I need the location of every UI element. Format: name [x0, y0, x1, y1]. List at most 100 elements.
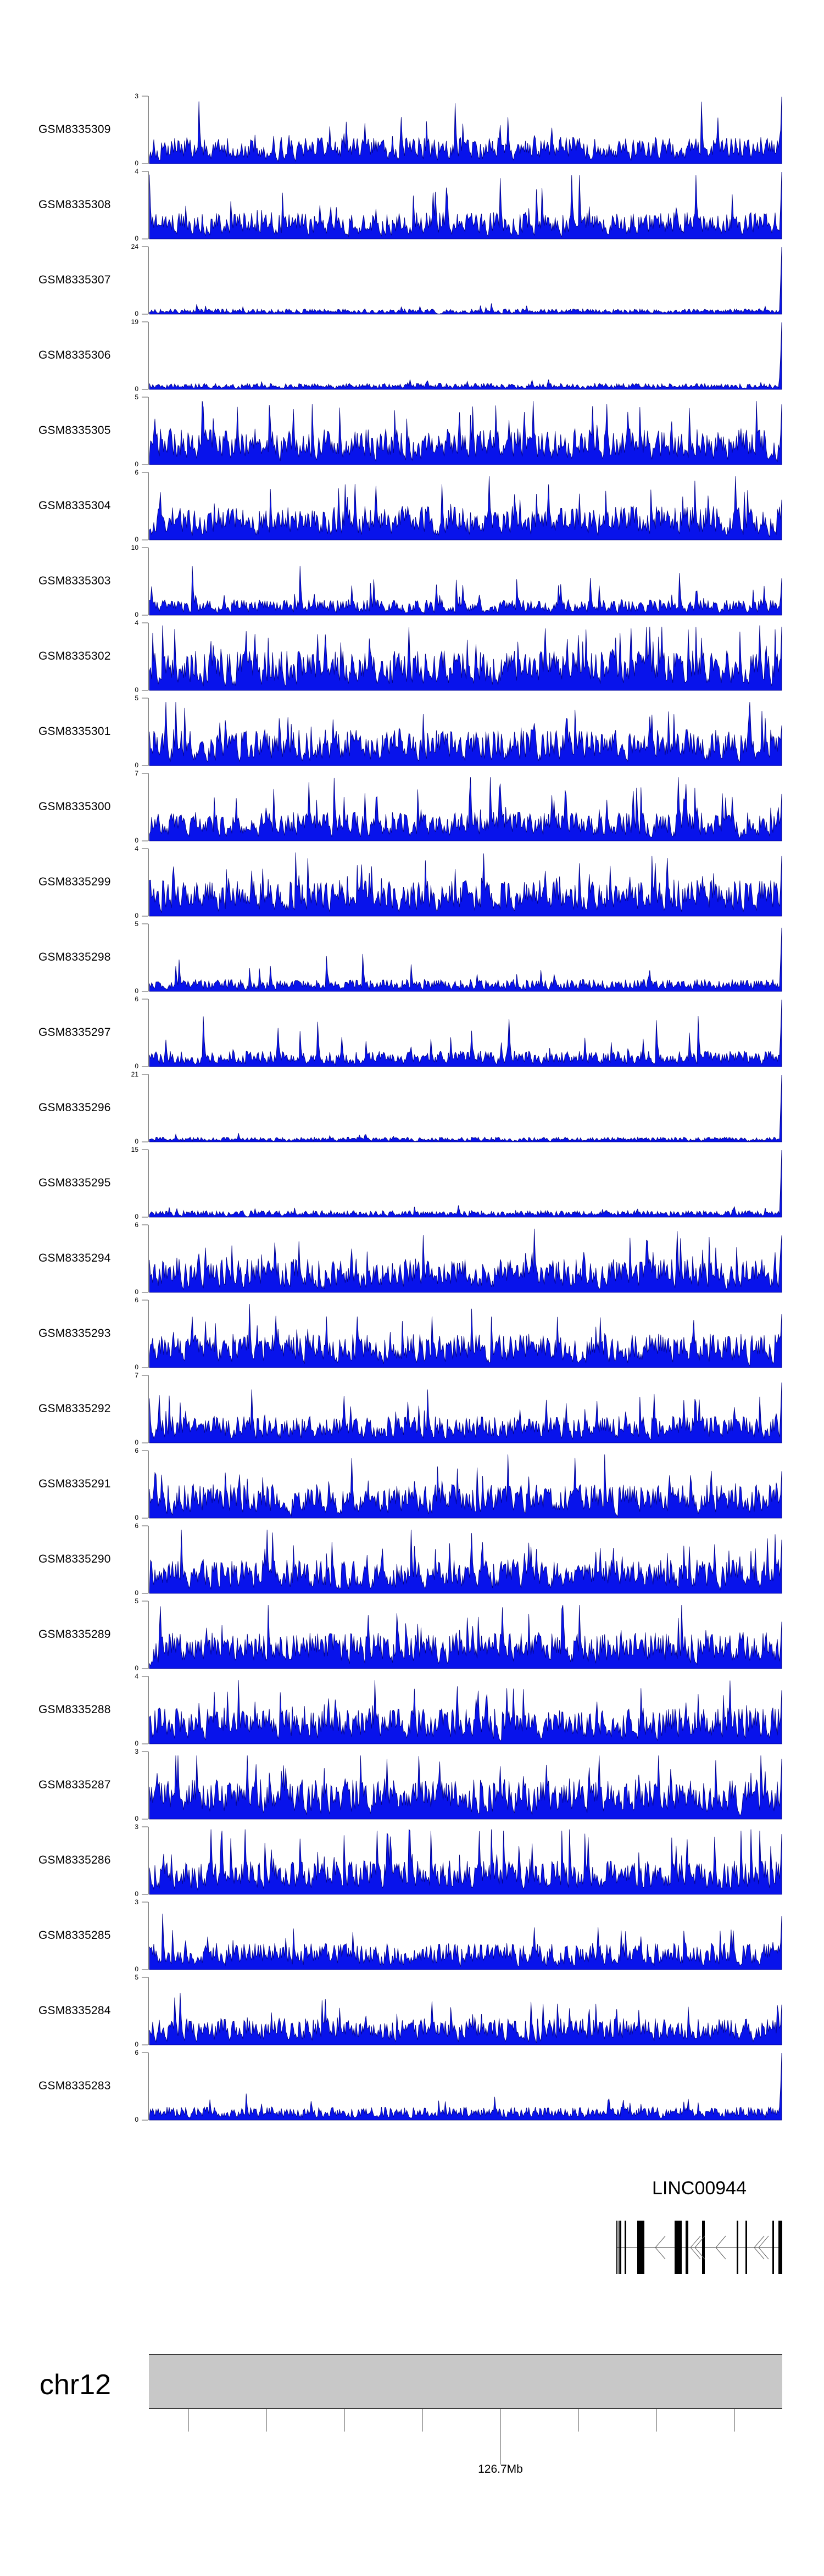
y-axis-max-label: 3 [135, 1748, 138, 1755]
y-axis-max-label: 5 [135, 393, 138, 401]
signal-area [149, 777, 782, 841]
strand-direction-arrow [715, 2235, 726, 2260]
y-axis-zero-label: 0 [135, 1739, 138, 1747]
signal-area [149, 1382, 782, 1443]
y-axis-zero-label: 0 [135, 1288, 138, 1296]
track-label: GSM8335303 [38, 575, 111, 587]
y-axis-max-label: 3 [135, 92, 138, 100]
y-axis-max-label: 5 [135, 1597, 138, 1605]
strand-direction-arrow [690, 2235, 701, 2260]
y-axis-zero-label: 0 [135, 1438, 138, 1446]
gene-exon-bar [616, 2221, 617, 2274]
y-axis-zero-label: 0 [135, 536, 138, 543]
y-axis-zero-label: 0 [135, 837, 138, 844]
signal-area [149, 1993, 782, 2045]
y-axis-max-label: 6 [135, 1296, 138, 1304]
y-axis-zero-label: 0 [135, 1965, 138, 1973]
gene-exon-bar [778, 2221, 782, 2274]
y-axis-max-label: 7 [135, 1371, 138, 1379]
chromosome-ideogram-bar [149, 2354, 782, 2409]
strand-direction-arrow [655, 2235, 666, 2260]
y-axis-max-label: 6 [135, 995, 138, 1003]
y-axis-zero-label: 0 [135, 460, 138, 468]
signal-area [149, 322, 782, 390]
y-axis-max-label: 6 [135, 469, 138, 476]
gene-exon-bar [702, 2221, 705, 2274]
track-label: GSM8335283 [38, 2079, 111, 2092]
gene-name-label: LINC00944 [652, 2178, 747, 2199]
track-label: GSM8335298 [38, 951, 111, 963]
track-signal-plot [142, 1375, 782, 1443]
track-signal-plot [142, 171, 782, 239]
y-axis-max-label: 5 [135, 920, 138, 928]
gene-exon-bar [625, 2221, 626, 2274]
track-label: GSM8335289 [38, 1628, 111, 1641]
signal-area [149, 476, 782, 540]
track-signal-plot [142, 246, 782, 315]
y-axis-zero-label: 0 [135, 310, 138, 317]
signal-area [149, 1530, 782, 1594]
gene-model [616, 2221, 782, 2274]
track-signal-plot [142, 2052, 782, 2121]
track-label: GSM8335307 [38, 274, 111, 286]
track-signal-plot [142, 1224, 782, 1293]
gene-exon-bar [686, 2221, 688, 2274]
track-signal-plot [142, 1902, 782, 1970]
y-axis-zero-label: 0 [135, 1062, 138, 1070]
signal-area [149, 1914, 782, 1970]
signal-area [149, 1304, 782, 1368]
y-axis-zero-label: 0 [135, 1514, 138, 1521]
y-axis-zero-label: 0 [135, 159, 138, 167]
track-signal-plot [142, 622, 782, 691]
y-axis-zero-label: 0 [135, 1664, 138, 1672]
track-signal-plot [142, 923, 782, 992]
gene-exon-bar [745, 2221, 747, 2274]
y-axis-max-label: 10 [131, 544, 138, 551]
y-axis-max-label: 19 [131, 318, 138, 326]
track-label: GSM8335287 [38, 1778, 111, 1791]
track-signal-plot [142, 1525, 782, 1594]
track-label: GSM8335305 [38, 424, 111, 437]
track-label: GSM8335292 [38, 1402, 111, 1415]
track-signal-plot [142, 397, 782, 465]
track-label: GSM8335294 [38, 1252, 111, 1264]
track-signal-plot [142, 1300, 782, 1368]
track-signal-plot [142, 96, 782, 164]
track-signal-plot [142, 698, 782, 766]
track-signal-plot [142, 472, 782, 540]
y-axis-zero-label: 0 [135, 987, 138, 995]
y-axis-max-label: 6 [135, 1447, 138, 1454]
track-signal-plot [142, 1676, 782, 1744]
track-signal-plot [142, 848, 782, 917]
signal-area [149, 1150, 782, 1218]
signal-area [149, 247, 782, 315]
track-label: GSM8335308 [38, 198, 111, 211]
gene-exon-bar [620, 2221, 621, 2274]
gene-exon-bar [619, 2221, 620, 2274]
y-axis-max-label: 15 [131, 1146, 138, 1153]
y-axis-max-label: 3 [135, 1898, 138, 1906]
y-axis-zero-label: 0 [135, 235, 138, 242]
track-label: GSM8335300 [38, 800, 111, 813]
signal-area [149, 96, 782, 164]
y-axis-max-label: 4 [135, 619, 138, 627]
signal-area [149, 999, 782, 1067]
track-label: GSM8335301 [38, 725, 111, 738]
signal-area [149, 1604, 782, 1669]
strand-direction-arrow [758, 2235, 769, 2260]
y-axis-max-label: 6 [135, 1221, 138, 1229]
y-axis-zero-label: 0 [135, 1213, 138, 1220]
signal-area [149, 1755, 782, 1820]
strand-direction-arrow [694, 2235, 705, 2260]
track-label: GSM8335309 [38, 123, 111, 136]
y-axis-max-label: 24 [131, 243, 138, 250]
signal-area [149, 1454, 782, 1519]
track-label: GSM8335304 [38, 499, 111, 512]
track-signal-plot [142, 1977, 782, 2045]
track-label: GSM8335296 [38, 1101, 111, 1114]
track-label: GSM8335293 [38, 1327, 111, 1340]
track-label: GSM8335290 [38, 1553, 111, 1565]
y-axis-max-label: 4 [135, 1672, 138, 1680]
track-signal-plot [142, 1751, 782, 1820]
gene-exon-bar [675, 2221, 682, 2274]
